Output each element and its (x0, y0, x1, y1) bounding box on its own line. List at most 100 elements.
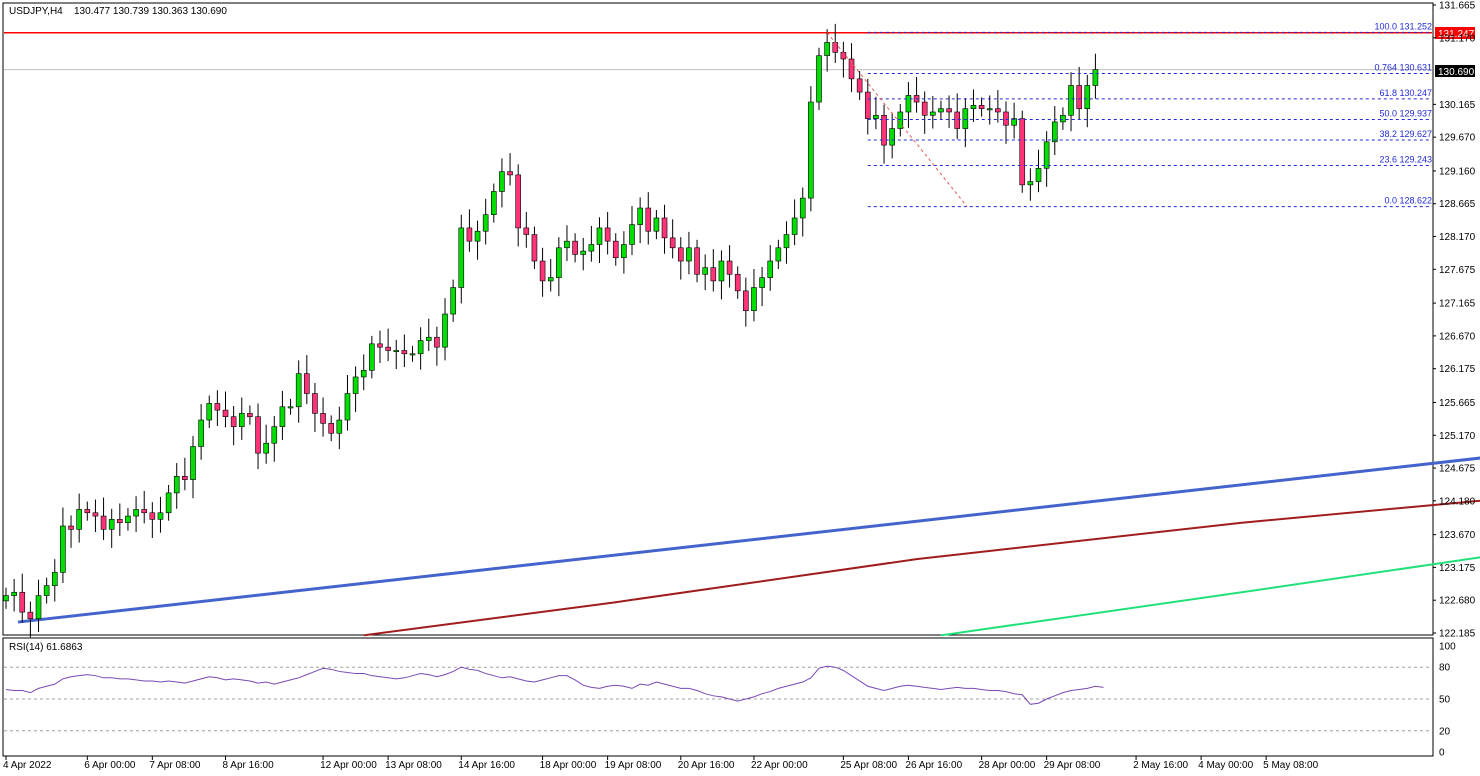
candle (60, 507, 66, 583)
candle (287, 398, 294, 415)
fib-level-label: 100.0 131.252 (1374, 21, 1432, 31)
candle-body (352, 376, 359, 394)
candle-body (76, 509, 82, 530)
candle-body (141, 509, 148, 514)
candle (206, 395, 213, 428)
candle (588, 225, 595, 262)
fib-level-label: 0.0 128.622 (1384, 196, 1432, 206)
candle-body (92, 512, 99, 517)
candle-body (962, 108, 969, 129)
candle (897, 104, 904, 137)
candle-body (499, 171, 505, 192)
candle (1051, 106, 1058, 156)
candle-body (856, 78, 863, 93)
candle-body (954, 111, 961, 129)
y-tick-label: 130.165 (1439, 100, 1476, 111)
candle (596, 217, 603, 264)
main-panel (2, 2, 1434, 636)
candle-body (255, 416, 261, 454)
candle-body (247, 413, 253, 418)
candle-body (27, 611, 34, 620)
candle-body (588, 244, 595, 252)
candle-body (434, 336, 440, 348)
candle-body (848, 58, 855, 80)
candle (645, 192, 652, 245)
candle-body (482, 214, 489, 232)
candle-body (612, 240, 619, 259)
candle-body (938, 108, 944, 113)
candle (507, 153, 513, 186)
candle-body (539, 260, 546, 282)
candle-body (230, 416, 237, 427)
candle-body (279, 406, 286, 427)
x-tick-label: 18 Apr 00:00 (540, 760, 597, 771)
x-tick-label: 25 Apr 08:00 (840, 760, 897, 771)
candle (889, 112, 895, 159)
candle-body (832, 42, 839, 53)
x-tick-label: 29 Apr 08:00 (1044, 760, 1101, 771)
candle (84, 501, 91, 521)
candle-body (165, 492, 172, 514)
candle (1092, 53, 1099, 99)
candle (76, 493, 82, 543)
candle (434, 326, 440, 366)
candle (547, 259, 554, 292)
candle-body (43, 585, 50, 596)
candle-body (629, 224, 635, 245)
candle-body (873, 114, 879, 119)
candle-body (572, 240, 578, 255)
candle (604, 212, 611, 255)
candle-body (1027, 181, 1034, 186)
candle-body (596, 227, 603, 245)
candle (92, 499, 99, 532)
candle (117, 503, 123, 536)
candle (409, 345, 416, 362)
candle (11, 579, 17, 612)
candle (360, 354, 367, 391)
candle (864, 78, 871, 135)
candle-body (344, 393, 351, 421)
candle (304, 355, 310, 405)
candle (669, 219, 676, 259)
y-tick-label: 125.665 (1439, 398, 1476, 409)
candle (19, 573, 26, 623)
candle (539, 247, 546, 297)
candle-body (312, 393, 318, 414)
candle-body (125, 515, 131, 524)
candle (905, 82, 912, 128)
candle-body (222, 409, 229, 418)
resistance-price-tag: 131.247 (1435, 27, 1475, 40)
candle-body (751, 287, 757, 312)
candle-body (905, 95, 912, 113)
candle-body (889, 128, 895, 146)
candle (661, 204, 668, 254)
fib-level-label: 38.2 129.627 (1379, 129, 1432, 139)
candle (824, 29, 830, 72)
fib-diagonal-line (826, 32, 968, 208)
candle (791, 199, 798, 246)
candle-body (198, 419, 204, 447)
candle-body (531, 234, 538, 262)
fib-level-label: 23.6 129.243 (1379, 154, 1432, 164)
candle-body (157, 512, 164, 520)
candle (1084, 74, 1091, 128)
y-tick-label: 125.170 (1439, 431, 1476, 442)
candle (783, 221, 790, 264)
x-tick-label: 12 Apr 00:00 (320, 760, 377, 771)
candle (775, 239, 782, 269)
candle-body (100, 515, 107, 530)
candle-body (84, 509, 91, 514)
candle (612, 233, 619, 266)
candle (149, 502, 156, 538)
candle-body (604, 227, 611, 242)
candle-body (401, 350, 408, 355)
candle-body (986, 108, 993, 111)
candle (182, 457, 188, 491)
candle (751, 268, 757, 322)
candle-body (206, 403, 213, 421)
candle-body (775, 247, 782, 262)
candle (580, 237, 587, 271)
y-tick-label: 124.675 (1439, 464, 1476, 475)
candle-body (425, 336, 432, 341)
candle-body (564, 240, 570, 249)
